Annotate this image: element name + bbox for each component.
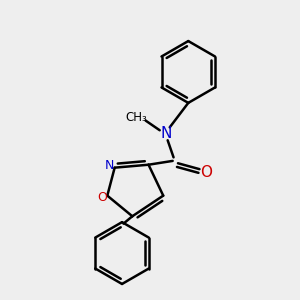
Text: O: O [97, 190, 107, 204]
Text: N: N [105, 159, 114, 172]
Text: CH₃: CH₃ [126, 111, 148, 124]
Text: N: N [160, 126, 172, 141]
Text: O: O [200, 165, 212, 180]
